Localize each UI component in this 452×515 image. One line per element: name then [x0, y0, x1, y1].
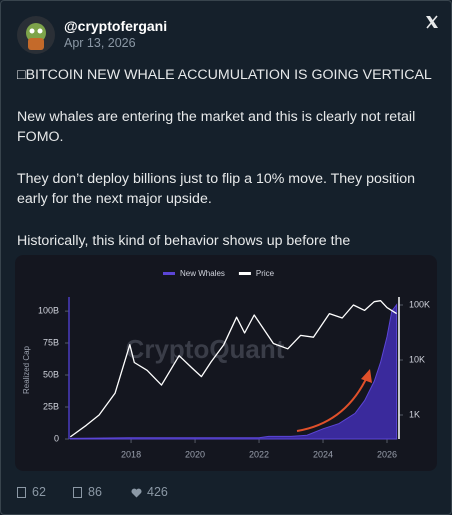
paragraph: They don’t deploy billions just to flip … — [17, 171, 415, 207]
y-tick-label: 75B — [43, 337, 59, 347]
date: Apr 13, 2026 — [64, 36, 136, 50]
y-tick-label: 0 — [54, 433, 59, 443]
tweet-text: □BITCOIN NEW WHALE ACCUMULATION IS GOING… — [17, 65, 435, 273]
paragraph: Historically, this kind of behavior show… — [17, 233, 351, 249]
y-tick-label: 50B — [43, 369, 59, 379]
watermark: CryptoQuant — [126, 334, 285, 364]
like-button[interactable]: 426 — [131, 485, 168, 499]
chart-background — [15, 255, 437, 471]
x-logo[interactable] — [425, 15, 439, 29]
paragraph: □BITCOIN NEW WHALE ACCUMULATION IS GOING… — [17, 67, 432, 83]
x-tick-label: 2026 — [377, 449, 397, 459]
reply-icon — [17, 487, 26, 498]
y-tick-label: 100B — [38, 305, 59, 315]
y2-tick-label: 100K — [409, 299, 430, 309]
like-count: 426 — [147, 485, 168, 499]
repost-button[interactable]: 86 — [73, 485, 102, 499]
x-tick-label: 2024 — [313, 449, 333, 459]
legend-label: New Whales — [180, 269, 225, 278]
avatar[interactable] — [17, 16, 55, 54]
x-tick-label: 2018 — [121, 449, 141, 459]
trend-arrowhead — [361, 369, 372, 383]
y-tick-label: 25B — [43, 401, 59, 411]
repost-icon — [73, 487, 82, 498]
legend-swatch — [163, 272, 175, 275]
x-tick-label: 2020 — [185, 449, 205, 459]
chart: CryptoQuant 0 25B 50B 75B 100B 1K 10K 100K 2018 20… — [15, 255, 437, 471]
y-axis-label: Realized Cap — [22, 345, 31, 394]
like-icon — [131, 488, 142, 498]
legend-label: Price — [256, 269, 275, 278]
legend-swatch — [238, 272, 251, 275]
x-tick-label: 2022 — [249, 449, 269, 459]
y2-tick-label: 10K — [409, 354, 425, 364]
line — [69, 300, 397, 438]
handle[interactable]: @cryptofergani — [64, 18, 168, 34]
repost-count: 86 — [88, 485, 102, 499]
trend-arrow — [296, 376, 368, 432]
paragraph: New whales are entering the market and t… — [17, 109, 416, 145]
reply-count: 62 — [32, 485, 46, 499]
y2-tick-label: 1K — [409, 409, 420, 419]
reply-button[interactable]: 62 — [17, 485, 46, 499]
